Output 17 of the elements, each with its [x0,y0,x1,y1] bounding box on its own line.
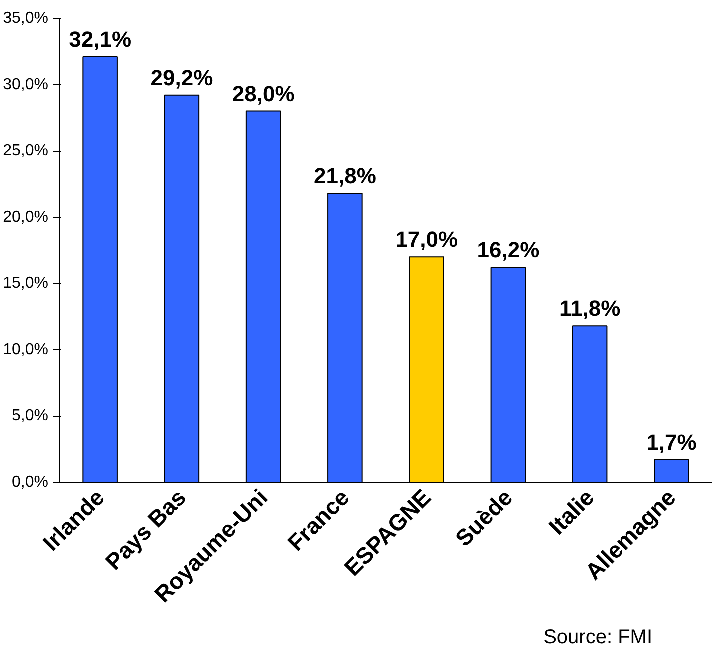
y-tick-label: 0,0% [12,474,48,491]
y-tick-label: 15,0% [3,275,49,292]
y-tick-label: 5,0% [12,408,48,425]
data-label: 32,1% [69,26,132,52]
source-note: Source: FMI [544,626,653,648]
y-tick-label: 20,0% [3,208,49,226]
data-label: 21,8% [314,163,376,188]
data-label: 16,2% [477,238,540,263]
data-label: 29,2% [150,65,214,90]
data-label: 17,0% [396,227,458,252]
y-tick-label: 30,0% [3,76,49,94]
y-tick-label: 10,0% [3,341,49,358]
data-label: 1,7% [646,430,697,455]
data-label: 11,8% [559,296,621,322]
y-tick-label: 35,0% [3,10,49,27]
data-label: 28,0% [232,81,295,106]
y-tick-label: 25,0% [3,142,49,160]
